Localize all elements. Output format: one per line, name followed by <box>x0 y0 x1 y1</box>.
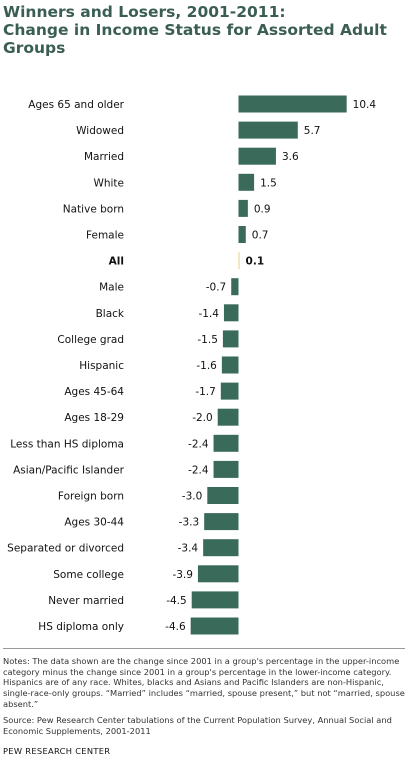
value-label-hs-diploma-only: -4.6 <box>165 621 186 633</box>
chart-title: Winners and Losers, 2001-2011: Change in… <box>3 3 403 57</box>
bar-foreign-born <box>207 487 239 504</box>
bar-hs-diploma-only <box>190 617 239 635</box>
organization-credit: PEW RESEARCH CENTER <box>3 746 111 756</box>
bar-chart: Ages 65 and older 10.4 Widowed 5.7 Married 3.… <box>7 95 377 635</box>
bar-married <box>238 147 276 165</box>
category-label-male: Male <box>99 282 124 294</box>
title-line-2: Change in Income Status for Assorted Adu… <box>3 21 387 39</box>
bar-all <box>238 252 240 270</box>
value-label-separated-or-divorced: -3.4 <box>178 543 199 555</box>
value-label-widowed: 5.7 <box>304 125 321 137</box>
bar-female <box>238 226 246 243</box>
bar-asian-pacific-islander <box>213 460 239 478</box>
bar-native-born <box>238 199 248 217</box>
notes-divider <box>3 648 405 649</box>
title-line-1: Winners and Losers, 2001-2011: <box>3 3 286 21</box>
category-label-college-grad: College grad <box>57 334 124 346</box>
value-label-white: 1.5 <box>260 177 277 189</box>
bar-white <box>238 173 255 191</box>
bar-college-grad <box>222 330 239 348</box>
value-label-ages-45-64: -1.7 <box>195 386 216 398</box>
bar-ages-18-29 <box>217 408 239 426</box>
bar-ages-30-44 <box>204 513 239 531</box>
category-label-ages-18-29: Ages 18-29 <box>64 412 124 424</box>
value-label-ages-18-29: -2.0 <box>192 412 213 424</box>
category-label-widowed: Widowed <box>76 125 124 137</box>
value-label-asian-pacific-islander: -2.4 <box>188 464 209 476</box>
category-label-ages-45-64: Ages 45-64 <box>64 386 124 398</box>
value-label-married: 3.6 <box>282 151 299 163</box>
category-label-separated-or-divorced: Separated or divorced <box>7 543 124 555</box>
category-label-black: Black <box>96 308 125 320</box>
value-label-male: -0.7 <box>206 282 227 294</box>
value-label-hispanic: -1.6 <box>196 360 217 372</box>
value-label-female: 0.7 <box>252 230 269 242</box>
bar-hispanic <box>221 356 239 374</box>
category-label-never-married: Never married <box>48 595 124 607</box>
value-label-foreign-born: -3.0 <box>182 491 203 503</box>
value-label-less-than-hs-diploma: -2.4 <box>188 438 209 450</box>
category-label-foreign-born: Foreign born <box>58 491 124 503</box>
bar-ages-65-and-older <box>238 95 347 113</box>
category-label-asian-pacific-islander: Asian/Pacific Islander <box>13 464 125 476</box>
value-label-black: -1.4 <box>198 308 219 320</box>
value-label-never-married: -4.5 <box>166 595 187 607</box>
category-label-married: Married <box>84 151 124 163</box>
category-label-hispanic: Hispanic <box>79 360 124 372</box>
value-label-ages-65-and-older: 10.4 <box>353 99 377 111</box>
title-line-3: Groups <box>3 39 66 57</box>
category-label-hs-diploma-only: HS diploma only <box>38 621 124 633</box>
value-label-college-grad: -1.5 <box>197 334 218 346</box>
value-label-some-college: -3.9 <box>172 569 193 581</box>
chart-source: Source: Pew Research Center tabulations … <box>3 715 392 736</box>
bar-black <box>223 304 239 322</box>
category-label-female: Female <box>86 230 124 242</box>
bar-ages-45-64 <box>220 382 239 400</box>
category-label-native-born: Native born <box>63 203 124 215</box>
bar-widowed <box>238 121 298 139</box>
bar-some-college <box>197 565 239 583</box>
value-label-ages-30-44: -3.3 <box>179 517 200 529</box>
category-label-less-than-hs-diploma: Less than HS diploma <box>10 438 124 450</box>
value-label-native-born: 0.9 <box>254 203 271 215</box>
chart-notes: Notes: The data shown are the change sin… <box>3 656 405 709</box>
bar-never-married <box>191 591 239 609</box>
category-label-white: White <box>93 177 124 189</box>
category-label-some-college: Some college <box>53 569 124 581</box>
value-label-all: 0.1 <box>246 256 265 268</box>
category-label-ages-30-44: Ages 30-44 <box>64 517 124 529</box>
category-label-ages-65-and-older: Ages 65 and older <box>28 99 124 111</box>
bar-male <box>231 278 239 296</box>
bar-less-than-hs-diploma <box>213 434 239 452</box>
bar-separated-or-divorced <box>203 539 239 557</box>
category-label-all: All <box>109 256 124 268</box>
